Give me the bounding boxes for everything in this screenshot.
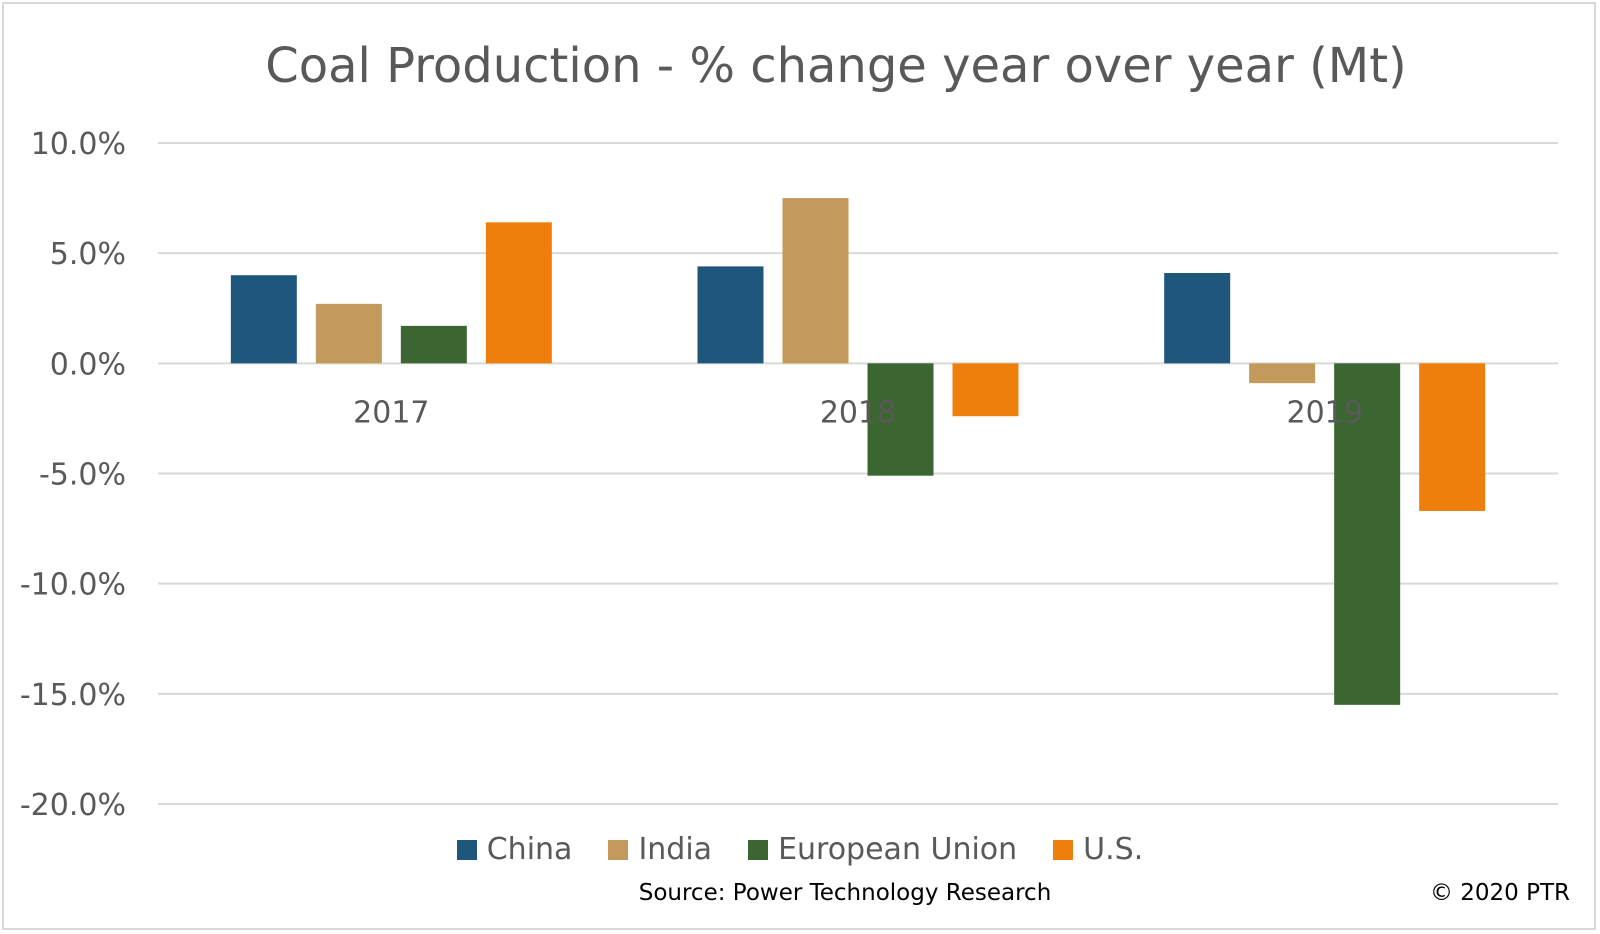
y-tick-label: 5.0% [50,237,126,272]
legend-item-european-union: European Union [748,832,1017,867]
legend-item-india: India [608,832,712,867]
bar-china-2017 [230,275,297,364]
legend-label-european-union: European Union [778,832,1018,867]
legend-swatch-european-union [748,839,769,860]
legend-item-china: China [456,832,573,867]
bar-india-2018 [782,198,849,364]
bar-u-s--2018 [952,363,1019,417]
bar-european-union-2017 [400,325,467,364]
legend-swatch-india [608,839,629,860]
legend-swatch-us [1053,839,1074,860]
legend-swatch-china [456,839,477,860]
bar-u-s--2017 [485,222,552,364]
x-category-label: 2017 [353,395,429,430]
copyright-note: © 2020 PTR [1429,880,1570,906]
legend-label-us: U.S. [1083,832,1144,867]
x-category-label: 2019 [1286,395,1362,430]
bar-china-2018 [697,266,764,364]
chart-title: Coal Production - % change year over yea… [265,38,1407,94]
legend-label-china: China [486,832,573,867]
legend-label-india: India [638,832,713,867]
bar-european-union-2019 [1334,363,1401,705]
y-tick-label: -20.0% [20,788,126,823]
bar-european-union-2018 [867,363,934,476]
source-note: Source: Power Technology Research [638,880,1052,906]
bar-china-2019 [1164,272,1231,364]
chart-legend: China India European Union U.S. [0,832,1600,867]
y-tick-label: 10.0% [31,127,126,162]
legend-item-us: U.S. [1053,832,1143,867]
y-tick-label: 0.0% [50,347,126,382]
bar-u-s--2019 [1419,363,1486,511]
y-tick-label: -15.0% [20,678,126,713]
y-tick-label: -10.0% [20,568,126,603]
x-category-label: 2018 [820,395,896,430]
y-tick-label: -5.0% [39,458,126,493]
bar-india-2017 [315,303,382,364]
bar-india-2019 [1249,363,1316,384]
